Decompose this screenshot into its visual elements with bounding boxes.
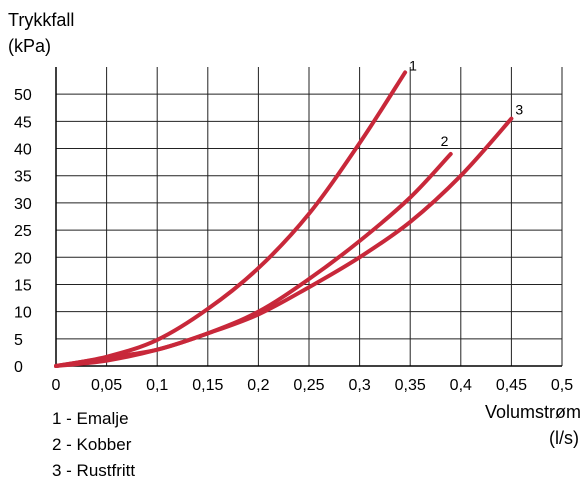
curve-label-3: 3 (515, 102, 523, 118)
x-tick-label: 0,25 (293, 377, 324, 394)
y-tick-label: 45 (14, 114, 32, 131)
x-tick-label: 0,05 (91, 377, 122, 394)
y-tick-labels: 0 5 10 15 20 25 30 35 40 45 50 (14, 87, 32, 376)
curve-label-1: 1 (409, 57, 417, 73)
series-line-2 (54, 152, 453, 368)
y-tick-label: 10 (14, 305, 32, 322)
y-axis-title-line1: Trykkfall (8, 10, 74, 30)
grid (56, 67, 563, 366)
x-axis-title-line1: Volumstrøm (485, 402, 581, 422)
legend-item-3: 3 - Rustfritt (52, 461, 135, 480)
legend-item-1: 1 - Emalje (52, 409, 129, 428)
y-tick-label: 30 (14, 196, 32, 213)
x-tick-label: 0 (52, 377, 61, 394)
y-tick-label: 35 (14, 169, 32, 186)
x-tick-label: 0,35 (395, 377, 426, 394)
x-tick-label: 0,45 (496, 377, 527, 394)
curve-labels: 1 2 3 (409, 57, 523, 149)
x-tick-labels: 0 0,05 0,1 0,15 0,2 0,25 0,3 0,35 0,4 0,45 0,5 (52, 377, 574, 394)
x-tick-label: 0,1 (146, 377, 168, 394)
y-tick-label: 5 (14, 332, 23, 349)
y-tick-label: 0 (14, 359, 23, 376)
y-tick-label: 15 (14, 277, 32, 294)
x-tick-label: 0,15 (192, 377, 223, 394)
x-tick-label: 0,3 (348, 377, 370, 394)
curve-label-2: 2 (441, 133, 449, 149)
y-axis-title-line2: (kPa) (8, 36, 51, 56)
x-axis-title-line2: (l/s) (549, 428, 579, 448)
series-line-3 (54, 116, 514, 368)
y-tick-label: 50 (14, 87, 32, 104)
y-tick-label: 25 (14, 223, 32, 240)
series-line-1 (54, 70, 408, 368)
x-tick-label: 0,5 (551, 377, 573, 394)
axes (55, 67, 562, 367)
y-tick-label: 20 (14, 250, 32, 267)
legend-item-2: 2 - Kobber (52, 435, 132, 454)
x-tick-label: 0,2 (247, 377, 269, 394)
series-lines (54, 70, 514, 368)
x-tick-label: 0,4 (450, 377, 472, 394)
y-tick-label: 40 (14, 142, 32, 159)
